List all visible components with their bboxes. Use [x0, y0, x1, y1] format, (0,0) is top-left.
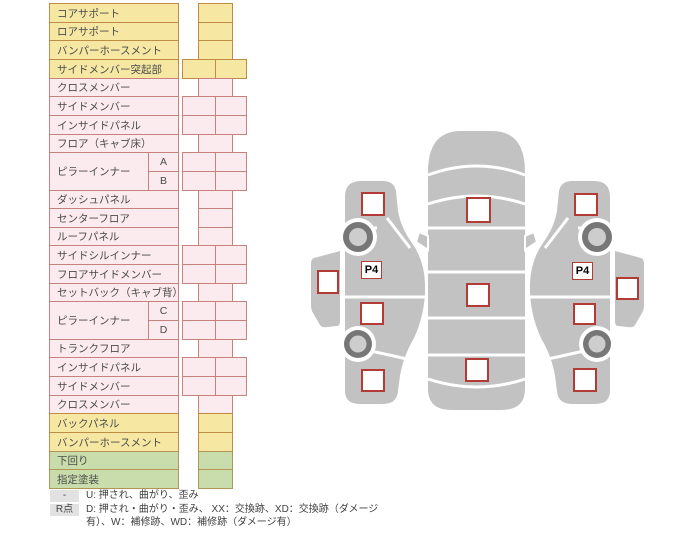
part-row-label: 下回り — [49, 451, 179, 470]
cell-divider — [214, 172, 216, 190]
cell-divider — [214, 116, 216, 134]
part-row-label: コアサポート — [49, 3, 179, 23]
damage-cell[interactable] — [198, 413, 233, 433]
damage-marker-p4-left-side[interactable]: P4 — [361, 261, 382, 279]
part-row-label: センターフロア — [49, 208, 179, 228]
damage-cell[interactable] — [198, 432, 233, 452]
damage-checkpoint-right-rear[interactable] — [573, 368, 597, 392]
car-diagram — [311, 131, 646, 410]
part-row-label: ピラーインナー — [49, 152, 149, 191]
cell-divider — [214, 302, 216, 320]
damage-cell[interactable] — [198, 40, 233, 60]
side-view-left — [311, 181, 426, 404]
damage-cell-pair[interactable] — [182, 96, 247, 116]
legend-row: R点 D: 押され・曲がり・歪み、 XX：交換跡、XD：交換跡（ダメージ有）、W：… — [50, 503, 410, 529]
damage-checkpoint-top-windshield[interactable] — [466, 197, 491, 223]
damage-cell[interactable] — [198, 208, 233, 228]
damage-cell-pair[interactable] — [182, 59, 247, 79]
part-row-label: バンパーホースメント — [49, 40, 179, 60]
part-row-label: インサイドパネル — [49, 357, 179, 377]
damage-cell-pair[interactable] — [182, 245, 247, 265]
damage-cell[interactable] — [198, 78, 233, 97]
damage-checkpoint-right-quarter[interactable] — [573, 303, 596, 325]
parts-table: コアサポート ロアサポート バンパーホースメント サイドメンバー突起部 クロスメンバーサ… — [49, 0, 259, 492]
damage-checkpoint-left-front-fender[interactable] — [361, 192, 385, 216]
part-row-label: ダッシュパネル — [49, 190, 179, 209]
cell-divider — [214, 153, 216, 171]
part-row-label: サイドメンバー突起部 — [49, 59, 179, 79]
part-row-label: ピラーインナー — [49, 301, 149, 340]
legend-marker: R点 — [50, 504, 79, 516]
part-sub-label: B — [148, 171, 179, 191]
damage-checkpoint-top-roof[interactable] — [466, 283, 490, 307]
part-row-label: サイドメンバー — [49, 96, 179, 116]
damage-cell[interactable] — [198, 395, 233, 414]
damage-cell[interactable] — [198, 339, 233, 358]
front-wheel — [339, 218, 377, 256]
damage-cell[interactable] — [198, 283, 233, 302]
part-sub-label: C — [148, 301, 179, 321]
damage-cell[interactable] — [198, 190, 233, 209]
rear-wheel — [340, 326, 376, 362]
part-sub-label: A — [148, 152, 179, 172]
damage-checkpoint-left-door[interactable] — [317, 270, 339, 294]
damage-marker-p4-right-side[interactable]: P4 — [572, 262, 593, 280]
cell-divider — [214, 377, 216, 395]
right-mirror — [524, 230, 539, 252]
damage-cell-pair[interactable] — [182, 264, 247, 284]
damage-cell[interactable] — [198, 22, 233, 41]
damage-checkpoint-left-rear[interactable] — [361, 369, 385, 392]
legend-text: D: 押され・曲がり・歪み、 XX：交換跡、XD：交換跡（ダメージ有）、W：補修… — [86, 504, 379, 528]
legend: - U: 押され、曲がり、歪み R点 D: 押され・曲がり・歪み、 XX：交換跡、XD… — [50, 489, 410, 530]
damage-checkpoint-left-quarter[interactable] — [360, 302, 384, 325]
damage-cell-pair[interactable] — [182, 301, 247, 321]
part-row-label: ロアサポート — [49, 22, 179, 41]
damage-cell-pair[interactable] — [182, 152, 247, 172]
damage-cell[interactable] — [198, 469, 233, 489]
panel-separator-lines — [427, 164, 526, 389]
damage-checkpoint-top-trunk[interactable] — [465, 358, 489, 382]
part-row-label: クロスメンバー — [49, 78, 179, 97]
part-row-label: セットバック（キャブ背） — [49, 283, 179, 302]
damage-cell[interactable] — [198, 451, 233, 470]
damage-cell[interactable] — [198, 134, 233, 153]
cell-divider — [214, 60, 216, 78]
damage-cell-pair[interactable] — [182, 320, 247, 340]
part-row-label: 指定塗装 — [49, 469, 179, 489]
damage-cell-pair[interactable] — [182, 171, 247, 191]
part-row-label: インサイドパネル — [49, 115, 179, 135]
damage-checkpoint-right-door[interactable] — [616, 277, 639, 300]
damage-cell-pair[interactable] — [182, 357, 247, 377]
part-row-label: フロア（キャブ床） — [49, 134, 179, 153]
legend-row: - U: 押され、曲がり、歪み — [50, 489, 410, 502]
top-view — [414, 131, 539, 410]
part-row-label: バンパーホースメント — [49, 432, 179, 452]
damage-cell[interactable] — [198, 3, 233, 23]
cell-divider — [214, 97, 216, 115]
part-row-label: サイドシルインナー — [49, 245, 179, 265]
damage-cell[interactable] — [198, 227, 233, 246]
legend-text: U: 押され、曲がり、歪み — [86, 490, 199, 501]
part-row-label: フロアサイドメンバー — [49, 264, 179, 284]
part-row-label: ルーフパネル — [49, 227, 179, 246]
cell-divider — [214, 246, 216, 264]
left-mirror — [414, 230, 429, 252]
part-row-label: サイドメンバー — [49, 376, 179, 396]
legend-marker: - — [50, 490, 79, 502]
damage-checkpoint-right-front-fender[interactable] — [574, 193, 598, 216]
part-row-label: バックパネル — [49, 413, 179, 433]
damage-cell-pair[interactable] — [182, 115, 247, 135]
side-body-shape — [345, 181, 426, 404]
part-row-label: クロスメンバー — [49, 395, 179, 414]
cell-divider — [214, 358, 216, 376]
damage-cell-pair[interactable] — [182, 376, 247, 396]
part-row-label: トランクフロア — [49, 339, 179, 358]
part-sub-label: D — [148, 320, 179, 340]
cell-divider — [214, 265, 216, 283]
cell-divider — [214, 321, 216, 339]
